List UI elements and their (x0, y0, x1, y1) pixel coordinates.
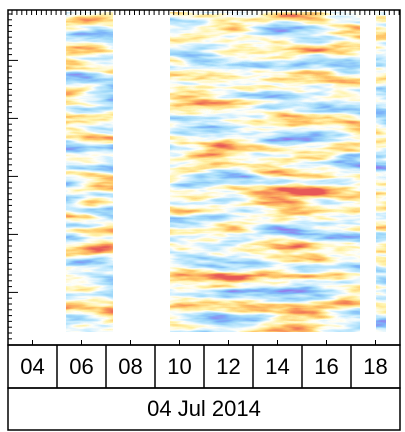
x-tick-label: 04 (20, 354, 44, 379)
heatmap-texture (66, 12, 386, 332)
x-tick-label: 16 (314, 354, 338, 379)
x-tick-label: 18 (363, 354, 387, 379)
x-tick-label: 12 (216, 354, 240, 379)
x-tick-label: 14 (265, 354, 289, 379)
x-tick-label: 10 (167, 354, 191, 379)
left-axis-ticks (8, 10, 400, 340)
heatmap-field (66, 12, 386, 332)
x-axis-label: 04 Jul 2014 (147, 396, 261, 421)
x-tick-label: 06 (69, 354, 93, 379)
x-tick-label: 08 (118, 354, 142, 379)
